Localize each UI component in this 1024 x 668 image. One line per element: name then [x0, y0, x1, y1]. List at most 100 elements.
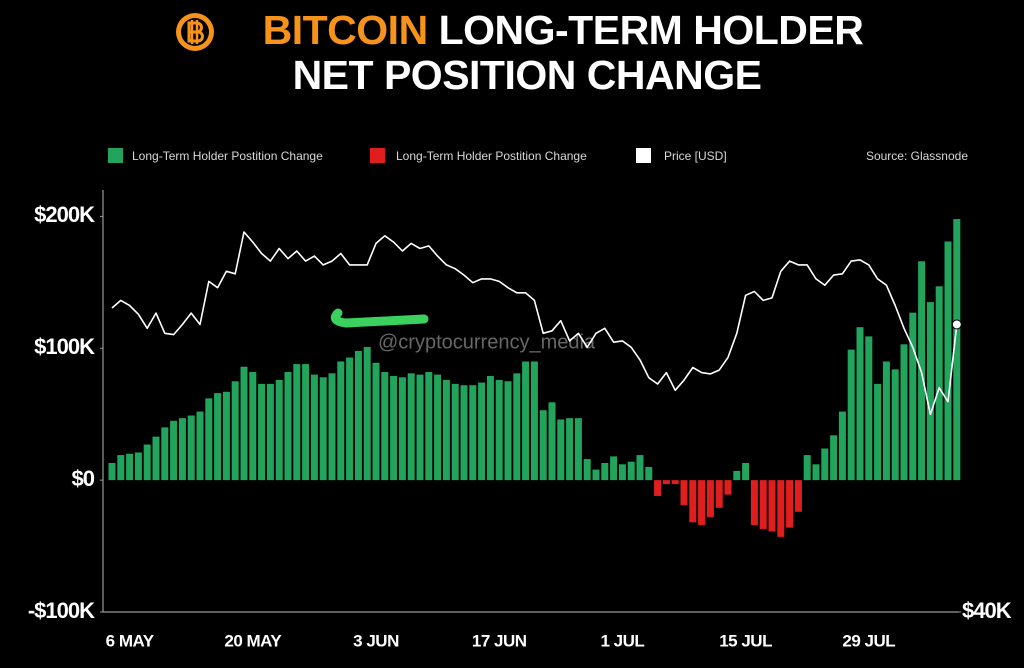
bar — [671, 480, 679, 485]
bar — [874, 383, 882, 481]
bar — [187, 415, 195, 481]
price-end-dot — [951, 319, 962, 330]
bar — [469, 385, 477, 481]
x-tick-label: 15 JUL — [719, 631, 772, 650]
bar — [768, 480, 776, 532]
bar — [486, 375, 494, 481]
bar — [170, 420, 178, 481]
bar — [777, 480, 785, 537]
bar — [249, 372, 257, 481]
price-line — [111, 231, 958, 416]
bar — [319, 377, 327, 481]
bar — [944, 241, 952, 481]
x-tick-label: 20 MAY — [224, 631, 282, 650]
bar — [513, 373, 521, 481]
bar — [363, 346, 371, 481]
bar — [724, 480, 732, 495]
bar — [284, 372, 292, 481]
bar — [891, 369, 899, 481]
bar — [143, 444, 151, 481]
bar — [302, 364, 310, 481]
bar — [354, 350, 362, 481]
bar — [645, 466, 653, 481]
bar — [522, 361, 530, 481]
bar — [882, 361, 890, 481]
bar — [654, 480, 662, 496]
bar — [627, 461, 635, 481]
bar — [478, 382, 486, 481]
bar — [275, 379, 283, 481]
bar — [786, 480, 794, 528]
bar — [266, 383, 274, 481]
bar — [161, 427, 169, 481]
watermark: @cryptocurrency_media — [378, 331, 596, 353]
legend-swatch — [108, 148, 123, 163]
bar — [830, 435, 838, 481]
bar — [425, 372, 433, 481]
bar — [592, 469, 600, 481]
legend-label: Long-Term Holder Postition Change — [396, 149, 587, 163]
bar — [293, 364, 301, 481]
x-tick-label: 3 JUN — [353, 631, 399, 650]
bar — [178, 418, 186, 481]
y2-tick-label: $40K — [962, 598, 1012, 623]
bar — [328, 373, 336, 481]
bar — [821, 448, 829, 481]
bar — [222, 391, 230, 481]
bar — [504, 381, 512, 481]
bar — [442, 379, 450, 481]
bar — [680, 480, 688, 506]
scribble — [330, 308, 429, 328]
bar — [574, 418, 582, 481]
x-tick-label: 1 JUL — [601, 631, 645, 650]
bar — [407, 373, 415, 481]
bar — [495, 379, 503, 481]
bar — [733, 470, 741, 481]
y-tick-label: $0 — [72, 466, 95, 491]
bar — [706, 480, 714, 518]
bar — [953, 219, 961, 481]
bar — [258, 383, 266, 481]
bar — [390, 375, 398, 481]
legend-label: Price [USD] — [664, 149, 727, 163]
bar — [337, 361, 345, 481]
bar — [689, 480, 697, 523]
bar — [231, 381, 239, 481]
bar — [926, 302, 934, 481]
y-tick-label: $200K — [34, 202, 95, 227]
bar — [126, 453, 134, 481]
bar — [434, 374, 442, 481]
bar — [750, 480, 758, 525]
legend-label: Long-Term Holder Postition Change — [132, 149, 323, 163]
chart-title: BITCOIN LONG-TERM HOLDER — [263, 7, 864, 53]
bar — [539, 410, 547, 481]
title-line: LONG-TERM HOLDER — [439, 7, 864, 53]
bar — [865, 336, 873, 481]
bar — [662, 480, 670, 485]
x-tick-label: 29 JUL — [842, 631, 895, 650]
bar — [548, 402, 556, 481]
bar — [601, 462, 609, 481]
bitcoin-logo — [176, 13, 214, 51]
bar — [372, 362, 380, 481]
bar — [381, 372, 389, 481]
bar — [794, 480, 802, 512]
bar — [416, 374, 424, 481]
bar — [715, 480, 723, 508]
bar — [698, 480, 706, 525]
bar — [134, 452, 142, 481]
bar — [583, 459, 591, 481]
legend-swatch — [636, 148, 651, 163]
bar — [900, 344, 908, 481]
bar — [460, 385, 468, 481]
bar — [847, 349, 855, 481]
bar — [557, 419, 565, 481]
bar — [566, 418, 574, 481]
bar — [398, 377, 406, 481]
bar — [935, 286, 943, 481]
bar — [346, 357, 354, 481]
bar — [618, 464, 626, 481]
bar — [451, 383, 459, 481]
bar — [152, 436, 160, 481]
